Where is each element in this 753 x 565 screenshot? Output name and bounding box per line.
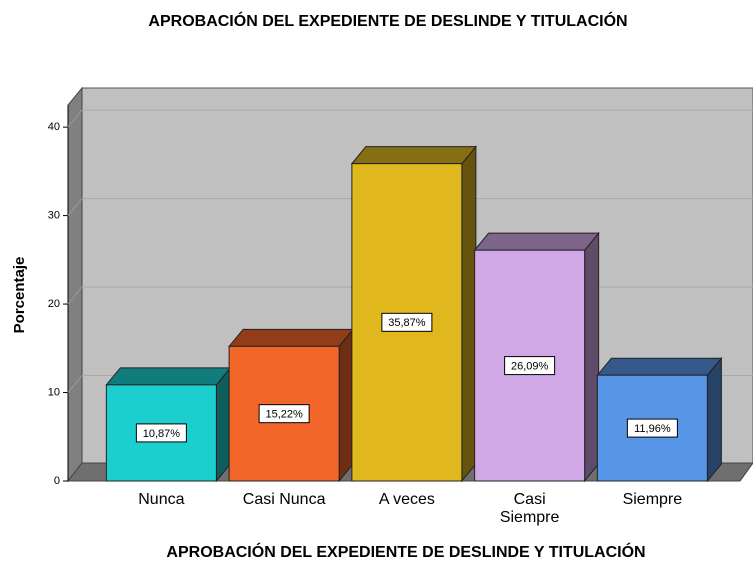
value-label-box — [504, 356, 556, 376]
x-tick-label: Siempre — [622, 491, 683, 508]
y-tick-label: 30 — [48, 209, 60, 221]
x-tick-label: A veces — [378, 491, 435, 508]
value-label-box — [135, 423, 187, 443]
value-label: 11,96% — [634, 423, 671, 435]
value-label: 35,87% — [388, 317, 426, 329]
x-tick-label: Nunca — [138, 491, 185, 508]
y-tick-label: 10 — [48, 386, 60, 398]
value-label-box — [258, 404, 310, 424]
grid-line — [67, 109, 83, 128]
bar-top — [350, 146, 477, 165]
bar-side — [706, 356, 722, 483]
bar-side — [584, 231, 600, 483]
value-label-box — [381, 312, 433, 332]
value-label-box — [626, 418, 678, 438]
x-tick-label: Casi Siempre — [499, 491, 560, 526]
x-tick-label: Casi Nunca — [242, 491, 326, 508]
value-label: 10,87% — [143, 428, 181, 440]
bar-side — [215, 366, 231, 483]
value-label: 15,22% — [265, 409, 303, 421]
bar-top — [473, 232, 600, 251]
y-tick-label: 0 — [54, 475, 60, 487]
y-tick-label: 20 — [48, 298, 60, 310]
value-label: 26,09% — [511, 360, 549, 372]
bar-top — [228, 328, 355, 347]
bar-side — [338, 327, 354, 483]
x-axis-label: APROBACIÓN DEL EXPEDIENTE DE DESLINDE Y … — [166, 542, 645, 561]
y-tick-label: 40 — [48, 121, 60, 133]
side-wall — [67, 86, 83, 483]
chart-title: APROBACIÓN DEL EXPEDIENTE DE DESLINDE Y … — [148, 11, 627, 30]
bar-side — [461, 145, 477, 483]
bar-top — [596, 357, 723, 376]
bar-top — [105, 367, 232, 386]
grid-line — [67, 286, 83, 305]
y-axis-label: Porcentaje — [11, 257, 28, 334]
grid-line — [67, 375, 83, 393]
grid-line — [67, 198, 83, 216]
